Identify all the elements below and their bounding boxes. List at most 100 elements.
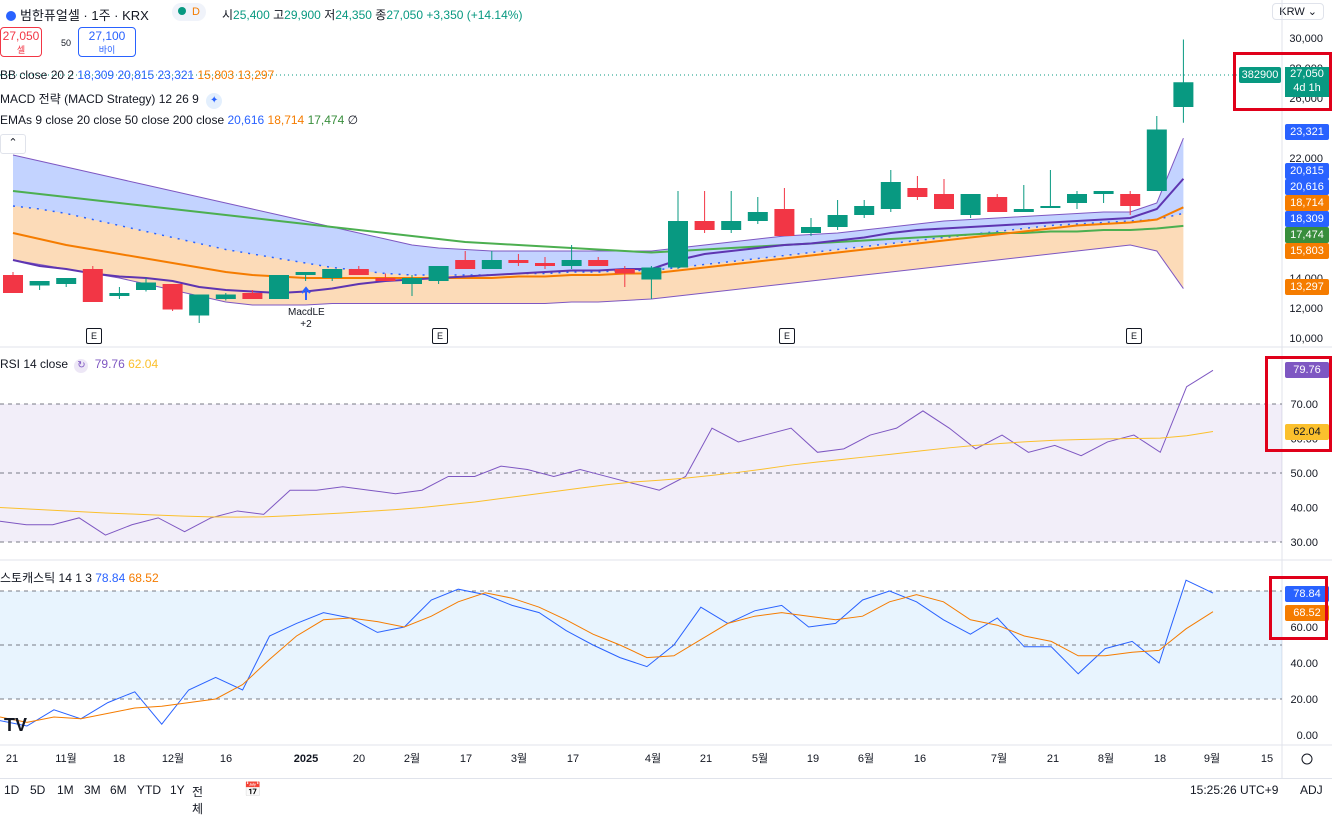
candle-body: [1040, 206, 1061, 208]
price-tick-label: 22,000: [1289, 153, 1323, 165]
candle-body: [242, 293, 263, 299]
time-tick-label: 15: [1261, 753, 1273, 765]
timeframe-1y-button[interactable]: 1Y: [170, 783, 185, 797]
candle-body: [162, 284, 183, 310]
macd-strategy-legend[interactable]: MACD 전략 (MACD Strategy) 12 26 9 ✦: [0, 90, 223, 109]
candle-body: [1013, 209, 1034, 212]
time-tick-label: 17: [460, 753, 472, 765]
candle-body: [109, 293, 130, 296]
candle-body: [455, 260, 476, 269]
candle-body: [82, 269, 103, 302]
time-tick-label: 5월: [752, 752, 768, 765]
emas-legend[interactable]: EMAs 9 close 20 close 50 close 200 close…: [0, 113, 359, 127]
timeframe-1m-button[interactable]: 1M: [57, 783, 74, 797]
bollinger-bands: [13, 138, 1184, 305]
sparkle-icon[interactable]: ✦: [206, 93, 223, 109]
stoch-k-line: [0, 579, 1214, 727]
timeframe-ytd-button[interactable]: YTD: [137, 783, 161, 797]
candle-body: [508, 260, 529, 263]
highlight-box: [1265, 356, 1332, 452]
timeframe-3m-button[interactable]: 3M: [84, 783, 101, 797]
candle-body: [668, 221, 688, 268]
currency-selector[interactable]: KRW ⌄: [1272, 3, 1324, 20]
rsi-tick-label: 40.00: [1290, 503, 1318, 515]
market-status-badge[interactable]: D: [172, 3, 206, 21]
stochastic-pane: 60.00 40.00 20.00 0.00: [0, 579, 1318, 742]
candle-body: [1067, 194, 1087, 203]
candle-body: [402, 278, 422, 284]
bb-lower-tag: 13,297: [1285, 279, 1329, 295]
status-dot-icon: [178, 7, 186, 15]
bb-legend[interactable]: BB close 20 2 18,309 20,815 23,321 15,80…: [0, 68, 275, 82]
rsi-tick-label: 70.00: [1290, 399, 1318, 411]
time-tick-label: 3월: [511, 752, 527, 765]
candle-body: [1120, 194, 1141, 206]
ema50-line: [12, 190, 1184, 254]
candle-body: [535, 263, 555, 266]
clock[interactable]: 15:25:26 UTC+9: [1190, 783, 1279, 797]
earnings-marker[interactable]: E: [1126, 328, 1142, 344]
macdle-signal-label: MacdLE +2: [288, 307, 325, 330]
buy-button[interactable]: 27,100 바이: [78, 27, 136, 57]
candle-body: [801, 227, 821, 233]
timeframe-1d-button[interactable]: 1D: [4, 783, 20, 797]
rsi-legend[interactable]: RSI 14 close ↻ 79.76 62.04: [0, 357, 159, 373]
candle-body: [614, 269, 635, 274]
price-tag: 20,815: [1285, 163, 1329, 179]
timeframe-전체-button[interactable]: 전체: [192, 785, 204, 816]
spread-value: 50: [61, 38, 72, 48]
candle-body: [561, 260, 582, 266]
candle-body: [827, 215, 848, 227]
candles: [3, 39, 1194, 323]
earnings-marker[interactable]: E: [432, 328, 448, 344]
candle-body: [295, 272, 316, 275]
stoch-d-line: [0, 592, 1214, 723]
candle-body: [747, 212, 768, 221]
candle-body: [907, 188, 928, 197]
ohlc-readout: 시25,400 고29,900 저24,350 종27,050 +3,350 (…: [222, 8, 523, 22]
earnings-marker[interactable]: E: [779, 328, 795, 344]
time-tick-label: 12월: [162, 752, 184, 765]
candle-body: [375, 278, 396, 281]
candle-body: [880, 182, 901, 209]
time-tick-label: 18: [113, 753, 125, 765]
gear-icon[interactable]: [1301, 753, 1313, 765]
candle-body: [189, 294, 210, 316]
candle-body: [215, 294, 236, 299]
stoch-legend[interactable]: 스토캐스틱 14 1 3 78.84 68.52: [0, 571, 159, 585]
candle-body: [641, 267, 662, 280]
candle-body: [136, 282, 156, 290]
time-tick-label: 18: [1154, 753, 1166, 765]
time-tick-label: 21: [700, 753, 712, 765]
candle-body: [1173, 82, 1194, 107]
rsi-line: [0, 369, 1214, 536]
candle-body: [1146, 129, 1167, 191]
timeframe-6m-button[interactable]: 6M: [110, 783, 127, 797]
candle-body: [774, 209, 795, 236]
highlight-box: [1269, 576, 1328, 640]
symbol-title[interactable]: 범한퓨얼셀 · 1주 · KRX: [6, 5, 149, 24]
adjust-button[interactable]: ADJ: [1300, 783, 1323, 797]
time-tick-label: 21: [1047, 753, 1059, 765]
last-price-tag: 27,050 4d 1h: [1285, 67, 1329, 97]
calendar-range-icon[interactable]: 📅: [244, 781, 262, 797]
chart-header: 범한퓨얼셀 · 1주 · KRX D 시25,400 고29,900 저24,3…: [0, 0, 1332, 26]
timeframe-5d-button[interactable]: 5D: [30, 783, 46, 797]
ema20-tag: 18,714: [1285, 195, 1329, 211]
stoch-tick-label: 40.00: [1290, 658, 1318, 670]
earnings-marker[interactable]: E: [86, 328, 102, 344]
time-tick-label: 16: [220, 753, 232, 765]
price-tick-label: 12,000: [1289, 303, 1323, 315]
candle-body: [29, 281, 50, 286]
collapse-legend-button[interactable]: ⌃: [0, 134, 26, 154]
refresh-icon[interactable]: ↻: [74, 359, 89, 373]
sell-button[interactable]: 27,050 셀: [0, 27, 42, 57]
company-logo-icon: [6, 11, 16, 21]
candle-body: [721, 221, 742, 230]
stoch-tick-label: 60.00: [1290, 622, 1318, 634]
candle-body: [588, 260, 609, 266]
moving-averages: [12, 138, 1185, 306]
candle-body: [481, 260, 502, 269]
